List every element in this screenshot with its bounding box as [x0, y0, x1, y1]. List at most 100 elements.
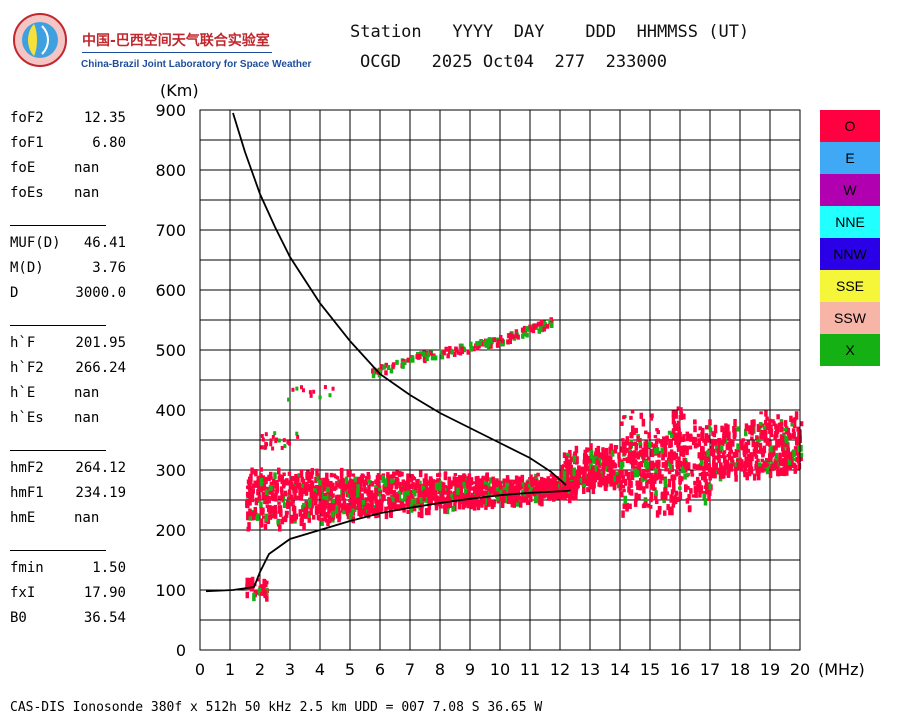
echo-trace-mark — [501, 341, 505, 347]
echo-mark — [497, 480, 501, 486]
echo-mark — [629, 415, 633, 420]
echo-mark — [301, 486, 306, 494]
echo-mark — [788, 452, 793, 461]
echo-mark — [259, 507, 264, 516]
echo-mark — [489, 486, 493, 495]
echo-mark — [263, 579, 267, 586]
echo-mark — [447, 476, 452, 484]
echo-mark — [744, 423, 749, 431]
echo-mark — [774, 460, 778, 468]
echo-mark — [341, 493, 345, 500]
echo-mark — [594, 451, 598, 457]
echo-mark — [502, 478, 507, 487]
echo-mark — [269, 438, 273, 443]
echo-mark — [670, 432, 674, 438]
echo-mark — [719, 465, 724, 474]
echo-mark — [664, 493, 668, 501]
echo-mark — [261, 475, 266, 483]
echo-mark — [780, 438, 784, 446]
echo-mark — [286, 496, 291, 500]
echo-mark — [502, 493, 506, 503]
echo-mark — [378, 489, 383, 494]
echo-mark — [390, 478, 394, 484]
echo-mark — [621, 510, 625, 518]
echo-mark — [254, 497, 259, 506]
echo-mark — [394, 497, 399, 503]
echo-mark — [627, 455, 631, 464]
param-name: MUF(D) — [10, 235, 61, 251]
echo-mark — [769, 458, 773, 463]
echo-mark — [400, 498, 405, 502]
echo-mark — [251, 483, 256, 488]
echo-trace-mark — [510, 334, 515, 340]
echo-trace-mark — [425, 356, 429, 362]
echo-mark — [700, 445, 704, 455]
echo-mark — [458, 493, 462, 498]
echo-trace-mark — [469, 341, 473, 347]
echo-mark — [484, 485, 489, 490]
echo-mark — [667, 468, 672, 475]
echo-mark — [596, 460, 601, 466]
echo-mark — [671, 415, 676, 425]
echo-mark — [789, 459, 794, 466]
echo-mark — [660, 474, 664, 481]
echo-mark — [642, 486, 646, 494]
echo-mark — [476, 503, 481, 511]
echo-mark — [257, 484, 261, 492]
echo-mark — [574, 493, 578, 501]
echo-mark — [678, 486, 682, 490]
echo-trace-mark — [395, 359, 399, 365]
echo-mark — [562, 470, 567, 479]
echo-mark — [384, 506, 388, 512]
echo-mark — [407, 479, 411, 486]
echo-mark — [602, 478, 606, 484]
echo-mark — [264, 477, 268, 485]
echo-mark — [725, 441, 730, 451]
echo-mark — [691, 494, 696, 498]
x-tick-label: 16 — [670, 660, 690, 679]
echo-mark — [338, 479, 342, 489]
echo-mark — [735, 458, 740, 462]
echo-mark — [584, 454, 589, 464]
echo-mark — [763, 461, 768, 468]
echo-mark — [413, 488, 417, 497]
echo-mark — [344, 483, 348, 491]
echo-mark — [649, 483, 654, 490]
echo-trace-mark — [489, 343, 493, 349]
echo-mark — [671, 430, 676, 439]
echo-trace-mark — [521, 333, 525, 339]
echo-mark — [447, 497, 452, 501]
plot-frame — [199, 109, 801, 651]
echo-mark — [678, 491, 683, 500]
echo-mark — [680, 465, 685, 474]
x-tick-label: 9 — [465, 660, 475, 679]
echo-mark — [446, 495, 450, 501]
echo-mark — [591, 480, 596, 488]
echo-mark — [286, 500, 290, 509]
echo-mark — [299, 469, 304, 478]
echo-mark — [340, 477, 345, 482]
echo-mark — [384, 511, 389, 520]
echo-mark — [750, 454, 754, 462]
echo-mark — [693, 480, 697, 486]
echo-mark — [767, 457, 771, 467]
echo-mark — [323, 385, 327, 390]
echo-mark — [353, 482, 357, 487]
echo-mark — [574, 479, 578, 484]
echo-mark — [454, 483, 458, 493]
echo-mark — [252, 592, 256, 602]
echo-mark — [669, 440, 673, 448]
echo-mark — [690, 470, 694, 474]
echo-mark — [767, 453, 772, 461]
echo-mark — [518, 501, 523, 508]
echo-mark — [264, 432, 268, 437]
echo-trace-mark — [439, 349, 443, 355]
echo-mark — [639, 483, 643, 489]
echo-trace-mark — [452, 351, 457, 357]
echo-mark — [756, 472, 761, 481]
echo-mark — [718, 448, 723, 454]
echo-mark — [302, 522, 306, 531]
echo-mark — [363, 489, 368, 494]
echo-mark — [263, 523, 268, 530]
y-tick-label: 100 — [155, 581, 186, 600]
